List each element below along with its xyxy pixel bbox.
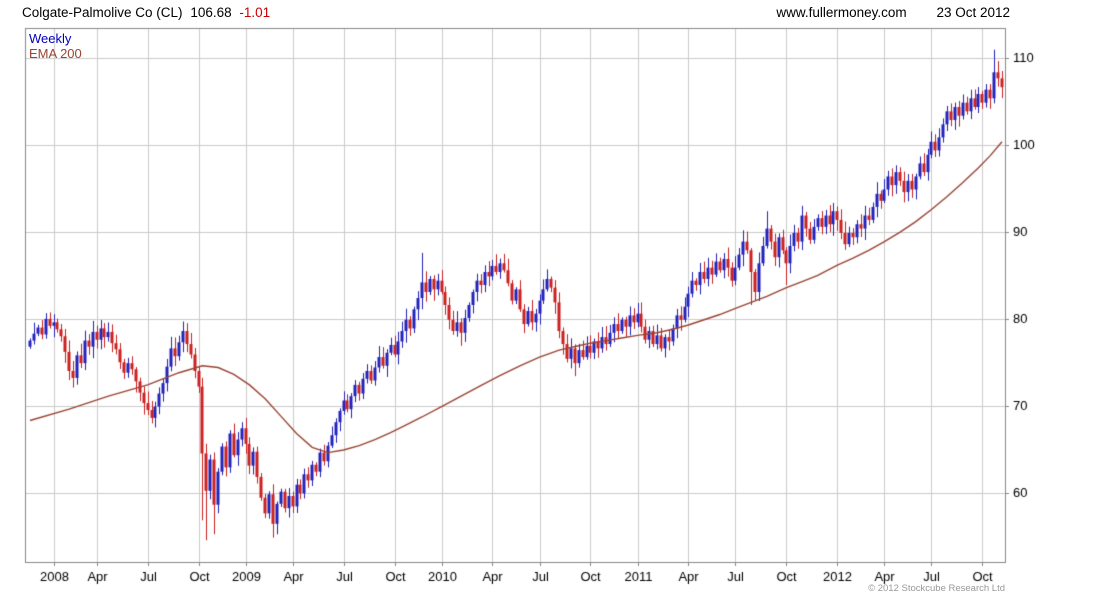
ema-label: EMA 200 [29,46,82,61]
instrument-name: Colgate-Palmolive Co (CL) [22,5,183,20]
chart-legend: Weekly EMA 200 [29,31,82,61]
chart-title: Colgate-Palmolive Co (CL) 106.68 -1.01 [22,5,274,20]
price-change: -1.01 [239,5,271,20]
site-link[interactable]: www.fullermoney.com [776,5,907,20]
copyright-label: © 2012 Stockcube Research Ltd [868,583,1005,594]
date-label: 23 Oct 2012 [936,5,1010,20]
last-price: 106.68 [190,5,232,20]
timeframe-label: Weekly [29,31,72,46]
header-right: www.fullermoney.com 23 Oct 2012 [776,5,1010,20]
